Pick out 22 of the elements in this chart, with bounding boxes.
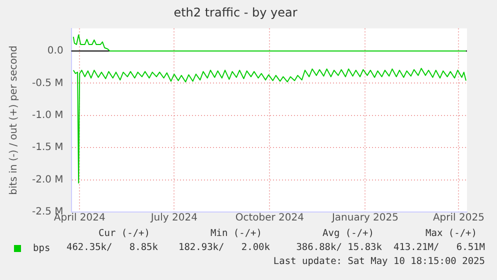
x-tick-label: January 2025 [330,212,398,224]
text: Max (-/+) [426,228,477,239]
text: 386.88k/ 15.83k [296,242,382,253]
text: Min (-/+) [210,228,262,239]
x-tick-label: October 2024 [235,212,304,224]
text: Avg (-/+) [322,228,374,239]
y-tick-label: 0.0 [47,46,64,57]
x-tick-label: July 2024 [150,212,198,224]
y-tick-label: -1.0 M [32,110,64,121]
text: 462.35k/ 8.85k [66,242,158,253]
x-tick-label: April 2024 [54,212,106,224]
text: Cur (-/+) [98,228,150,239]
text: 413.21M/ 6.51M [393,242,485,253]
y-axis-title: bits in (-) / out (+) per second [8,46,20,195]
y-tick-label: -2.0 M [32,174,64,186]
y-tick-label: -0.5 M [32,78,64,89]
chart-title: eth2 traffic - by year [174,5,298,20]
text: 182.93k/ 2.00k [178,242,270,253]
y-tick-label: -1.5 M [32,142,64,154]
x-tick-label: April 2025 [432,212,484,224]
text: Last update: Sat May 10 18:15:00 2025 [273,256,485,267]
legend-label: bps [33,243,50,254]
